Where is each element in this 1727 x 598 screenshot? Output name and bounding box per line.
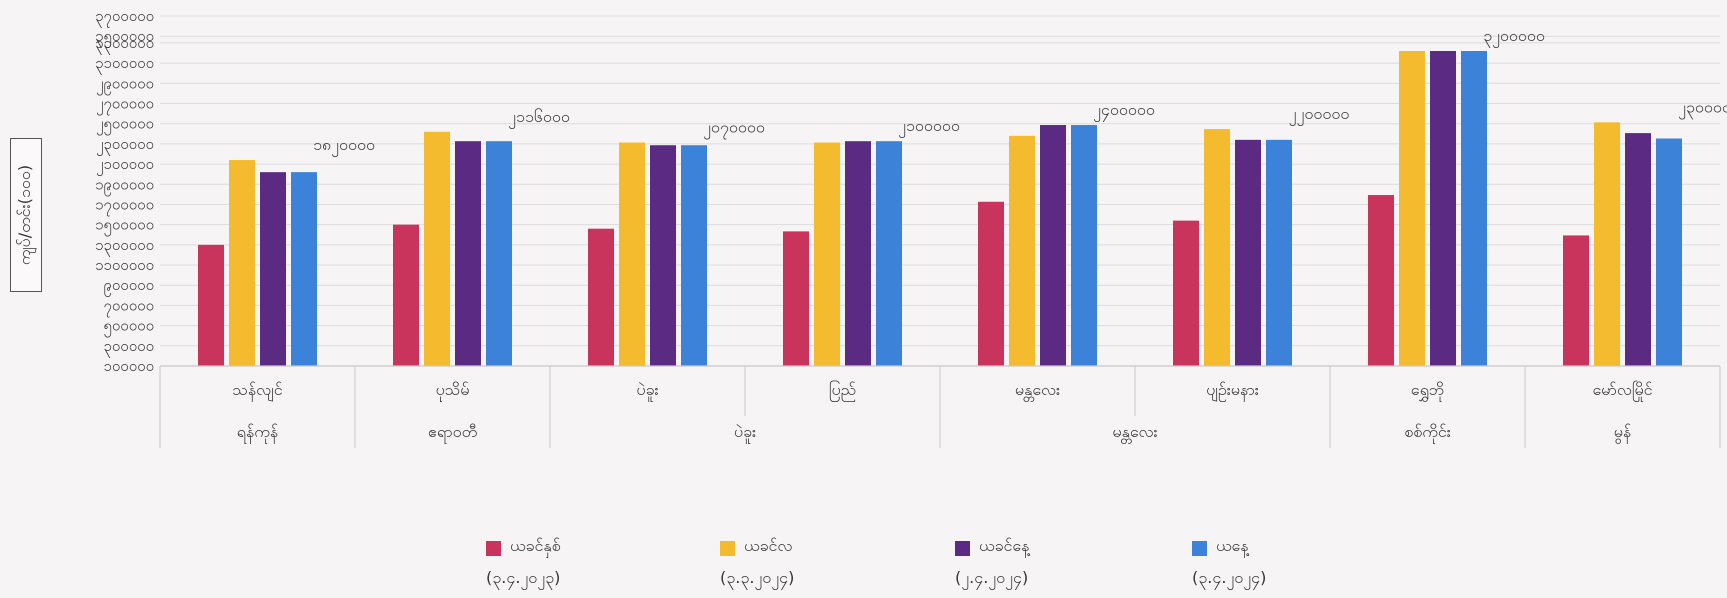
y-tick-label: ၃၃၀၀၀၀၀ [95,34,154,55]
legend-label: ယနေ့ [1216,536,1249,555]
bar [783,231,809,366]
bar [1040,125,1066,367]
y-tick-label: ၃၅၀၀၀၀၀ [95,27,154,48]
bar [1594,122,1620,366]
bar [845,141,871,366]
y-tick-label: ၃၀၀၀၀၀ [103,337,154,358]
bar [1430,51,1456,366]
data-label: ၁၈၂၀၀၀၀ [313,135,375,157]
y-tick-label: ၇၀၀၀၀၀ [103,296,154,317]
bar [1235,139,1261,366]
y-tick-label: ၁၃၀၀၀၀၀ [95,236,154,257]
bar [424,131,450,366]
y-tick-label: ၁၁၀၀၀၀၀ [95,256,154,274]
bar [1656,138,1682,366]
legend: ယခင်နှစ် (၃.၄.၂၀၂၃) ယခင်လ (၃.၃.၂၀၂၄) ယခင်နေ့… [0,535,1727,595]
data-label: ၂၁၀၀၀၀၀ [898,116,960,138]
legend-swatch [486,541,501,556]
bar [978,201,1004,366]
y-tick-label: ၂၅၀၀၀၀၀ [96,115,154,136]
y-tick-label: ၁၀၀၀၀၀ [103,357,154,375]
bar [260,172,286,366]
data-label: ၂၃၀၀၀၀၀ [1678,97,1727,119]
bar [1071,125,1097,367]
bar [588,228,614,366]
x-tick-label: ပျဉ်းမနား [1206,380,1259,402]
data-label: ၂၁၁၆၀၀၀ [508,107,570,129]
bar [291,172,317,366]
data-label: ၂၀၇၀၀၀၀ [703,118,765,140]
legend-date: (၂.၄.၂၀၂၄) [955,568,1029,587]
y-tick-label: ၂၃၀၀၀၀၀ [96,135,154,156]
x-tick-label: မော်လမြိုင် [1592,380,1652,402]
group-label: ဧရာဝတီ [428,422,478,444]
bar [455,141,481,366]
legend-label: ယခင်နေ့ [979,536,1030,555]
legend-swatch [1192,541,1207,556]
x-tick-label: ပဲခူး [636,380,658,402]
legend-date: (၃.၄.၂၀၂၃) [486,568,561,587]
data-label: ၂၂၀၀၀၀၀ [1289,104,1350,126]
x-tick-label: သန်လျင် [232,380,282,402]
group-label: ရန်ကုန် [237,422,279,444]
bar [681,145,707,366]
bar [876,141,902,366]
x-tick-label: မန္တလေး [1015,380,1060,402]
bar [1399,51,1425,366]
y-tick-label: ၃၁၀၀၀၀၀ [95,54,154,75]
y-tick-label: ၁၇၀၀၀၀၀ [95,195,154,216]
bar [1173,220,1199,366]
y-tick-label: ၂၉၀၀၀၀၀ [96,74,154,95]
legend-date: (၃.၄.၂၀၂၄) [1192,568,1267,587]
legend-label: ယခင်နှစ် [510,536,561,555]
data-label: ၂၄၀၀၀၀၀ [1093,100,1155,122]
group-label: မွန် [1614,422,1632,444]
y-axis-label-box: ကျပ်/တင်း(၁၀၀) [10,138,42,292]
bar [229,160,255,366]
legend-swatch [720,541,735,556]
legend-label: ယခင်လ [744,536,793,555]
group-label: ပဲခူး [734,422,756,444]
bar [393,224,419,366]
group-label: စစ်ကိုင်း [1404,422,1451,444]
bar [1266,139,1292,366]
y-tick-label: ၁၅၀၀၀၀၀ [95,216,154,237]
group-label: မန္တလေး [1112,422,1157,444]
bar [1461,51,1487,366]
x-tick-label: ပုသိမ် [436,380,470,402]
y-tick-label: ၂၇၀၀၀၀၀ [96,95,154,116]
bar [1009,135,1035,366]
bar [1368,195,1394,366]
bar [198,244,224,366]
bar [814,142,840,366]
legend-swatch [955,541,970,556]
legend-date: (၃.၃.၂၀၂၄) [720,568,795,587]
y-tick-label: ၁၉၀၀၀၀၀ [95,175,154,196]
bar [1563,235,1589,366]
y-tick-label: ၅၀၀၀၀၀ [103,317,154,338]
x-tick-label: ရွှေဘို [1411,380,1445,402]
bar [1204,129,1230,366]
y-tick-label: ၂၁၀၀၀၀၀ [96,155,154,176]
data-label: ၃၂၀၀၀၀၀ [1483,26,1545,48]
bar [619,142,645,366]
y-axis-label: ကျပ်/တင်း(၁၀၀) [15,164,35,266]
bar [486,141,512,366]
y-tick-label: ၉၀၀၀၀၀ [103,276,154,297]
x-tick-label: ပြည် [829,380,856,402]
bar [1625,133,1651,366]
bar [650,145,676,366]
y-tick-label: ၃၇၀၀၀၀၀ [95,7,154,28]
